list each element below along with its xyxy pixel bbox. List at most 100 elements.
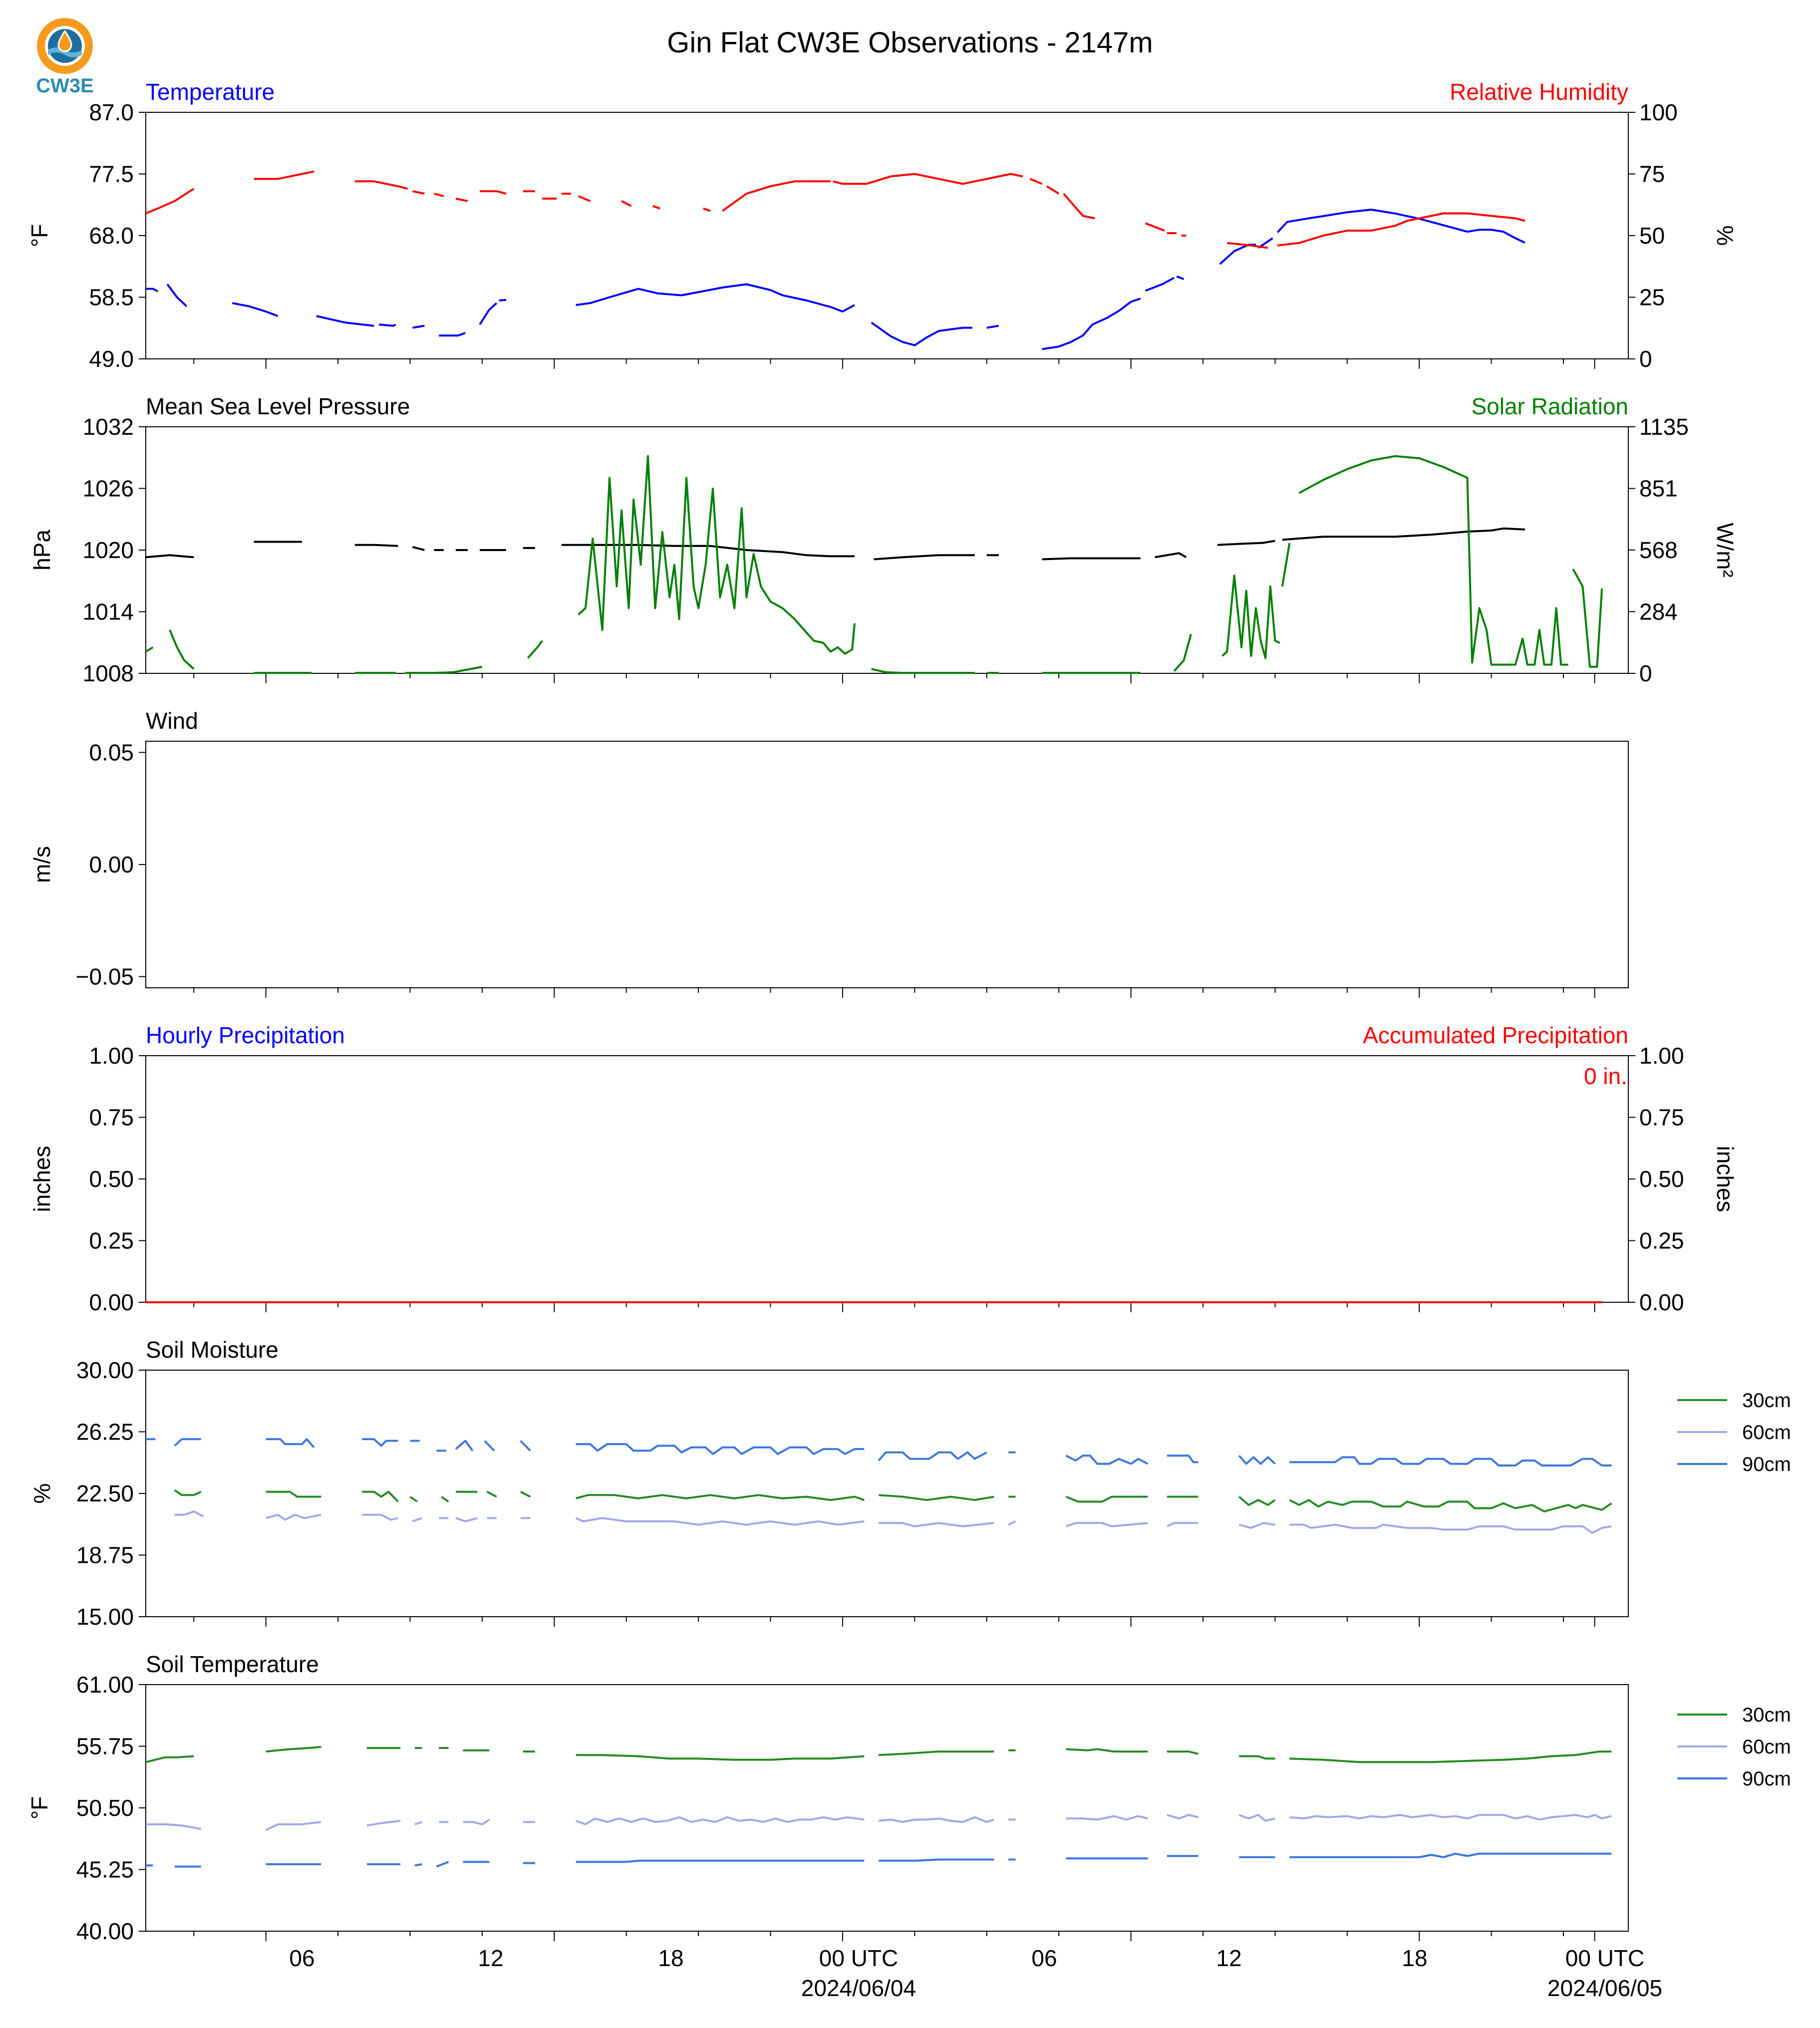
series-90cm [174,1438,201,1447]
series-relative-humidity [1046,185,1060,195]
series-60cm [1238,1814,1275,1822]
series-30cm [576,1494,865,1501]
chart-panels: Temperature Relative Humidity 87.0 77.5 68.0… [26,79,1791,2001]
panel-title-left: Soil Temperature [146,1651,319,1677]
series-solar-radiation [1298,455,1568,666]
x-tick-label: 00 UTC [1565,1945,1644,1971]
series-60cm [1238,1522,1275,1529]
series-temperature [232,302,279,317]
panel-title-left: Wind [146,708,198,734]
y-tick-label-left: 1020 [83,537,134,563]
series-mean-sea-level-pressure [1042,557,1141,561]
series-60cm [362,1513,398,1521]
series-30cm [1239,1755,1275,1760]
series-temperature [316,315,374,327]
series-90cm [1289,1852,1612,1858]
series-temperature [1042,297,1141,350]
legend: 30cm 60cm 90cm [1677,1390,1791,1475]
series-60cm [1289,1523,1612,1534]
logo-text: CW3E [36,75,94,97]
series-60cm [463,1818,490,1825]
y-tick-label-left: 77.5 [89,161,134,187]
panel-precip: Hourly Precipitation Accumulated Precipit… [29,1022,1738,1315]
y-tick-label-left: 26.25 [76,1419,134,1445]
x-date-label: 2024/06/05 [1547,1975,1662,2001]
series-30cm [1238,1496,1276,1506]
y-tick-label-left: 0.50 [89,1166,134,1192]
cw3e-logo: CW3E [36,18,94,97]
series-60cm [1166,1522,1199,1527]
y-tick-label-left: 30.00 [76,1357,134,1383]
y-tick-label-left: 50.50 [76,1795,134,1821]
series-relative-humidity [254,170,314,180]
series-30cm [1167,1750,1199,1755]
series-60cm [1066,1815,1148,1821]
y-axis-label-right: inches [1712,1146,1738,1212]
y-axis-label-left: °F [26,1796,52,1820]
series-30cm [440,1495,449,1503]
y-tick-label-right: 284 [1639,598,1678,624]
panel-title-left: Hourly Precipitation [146,1022,345,1048]
x-tick-label: 18 [658,1945,683,1971]
series-30cm [576,1754,865,1761]
x-tick-label: 06 [1031,1945,1057,1971]
panel-soil_temperature: Soil Temperature 61.00 55.75 50.50 45.25 40.0… [26,1651,1791,1944]
y-tick-label-right: 1.00 [1639,1043,1684,1069]
series-solar-radiation [405,665,483,674]
series-60cm [879,1816,994,1823]
y-tick-label-right: 0 [1639,660,1652,686]
y-tick-label-left: 45.25 [76,1857,134,1883]
y-tick-label-left: −0.05 [76,964,134,990]
y-axis-label-left: hPa [29,530,55,571]
series-90cm [414,1863,422,1867]
y-tick-label-right: 0.25 [1639,1228,1684,1254]
y-tick-label-left: 40.00 [76,1918,134,1944]
series-60cm [1289,1814,1612,1821]
y-tick-label-left: 1.00 [89,1043,134,1069]
panel-title-right: Accumulated Precipitation [1363,1022,1628,1048]
series-temperature [1145,277,1175,292]
y-tick-label-right: 568 [1639,537,1678,563]
series-30cm [1065,1495,1148,1503]
series-60cm [265,1821,321,1831]
series-60cm [174,1510,204,1517]
y-tick-label-left: 49.0 [89,346,134,372]
accumulated-total-label: 0 in. [1584,1063,1627,1089]
plot-frame [145,112,1629,359]
y-tick-label-left: 1008 [83,660,134,686]
series-relative-humidity [703,207,711,212]
series-temperature [479,302,498,325]
legend-label: 60cm [1742,1422,1791,1444]
series-90cm [455,1440,474,1451]
panel-title-left: Temperature [146,79,275,105]
series-90cm [576,1859,865,1863]
y-axis-label-left: % [29,1483,55,1504]
y-tick-label-right: 1135 [1639,414,1689,440]
series-relative-humidity [621,200,632,207]
x-axis-labels: 06 12 18 00 UTC 06 12 18 00 UTC 2024/06/04 2024/0… [289,1945,1662,2001]
series-relative-humidity [1063,193,1095,220]
y-tick-label-left: 55.75 [76,1734,134,1759]
y-tick-label-right: 50 [1639,223,1665,249]
series-90cm [879,1858,994,1862]
y-tick-label-right: 0.50 [1639,1166,1684,1192]
panel-title-right: Relative Humidity [1450,79,1628,105]
y-axis-label-left: inches [29,1146,55,1212]
plot-frame [145,1370,1629,1617]
series-temperature [146,288,159,292]
series-solar-radiation [527,640,543,659]
plot-frame [145,1684,1629,1932]
series-solar-radiation [145,646,154,653]
y-axis-label-right: W/m² [1712,523,1738,578]
panel-wind: Wind 0.05 0.00 −0.05 m/s [29,708,1629,998]
series-60cm [266,1513,321,1521]
panel-title-left: Soil Moisture [146,1337,279,1363]
series-90cm [436,1861,449,1868]
y-tick-label-left: 58.5 [89,285,134,310]
series-30cm [1289,1499,1612,1513]
x-date-label: 2024/06/04 [801,1975,916,2001]
y-tick-label-left: 18.75 [76,1542,134,1568]
series-30cm [266,1490,321,1498]
y-tick-label-left: 22.50 [76,1480,134,1506]
